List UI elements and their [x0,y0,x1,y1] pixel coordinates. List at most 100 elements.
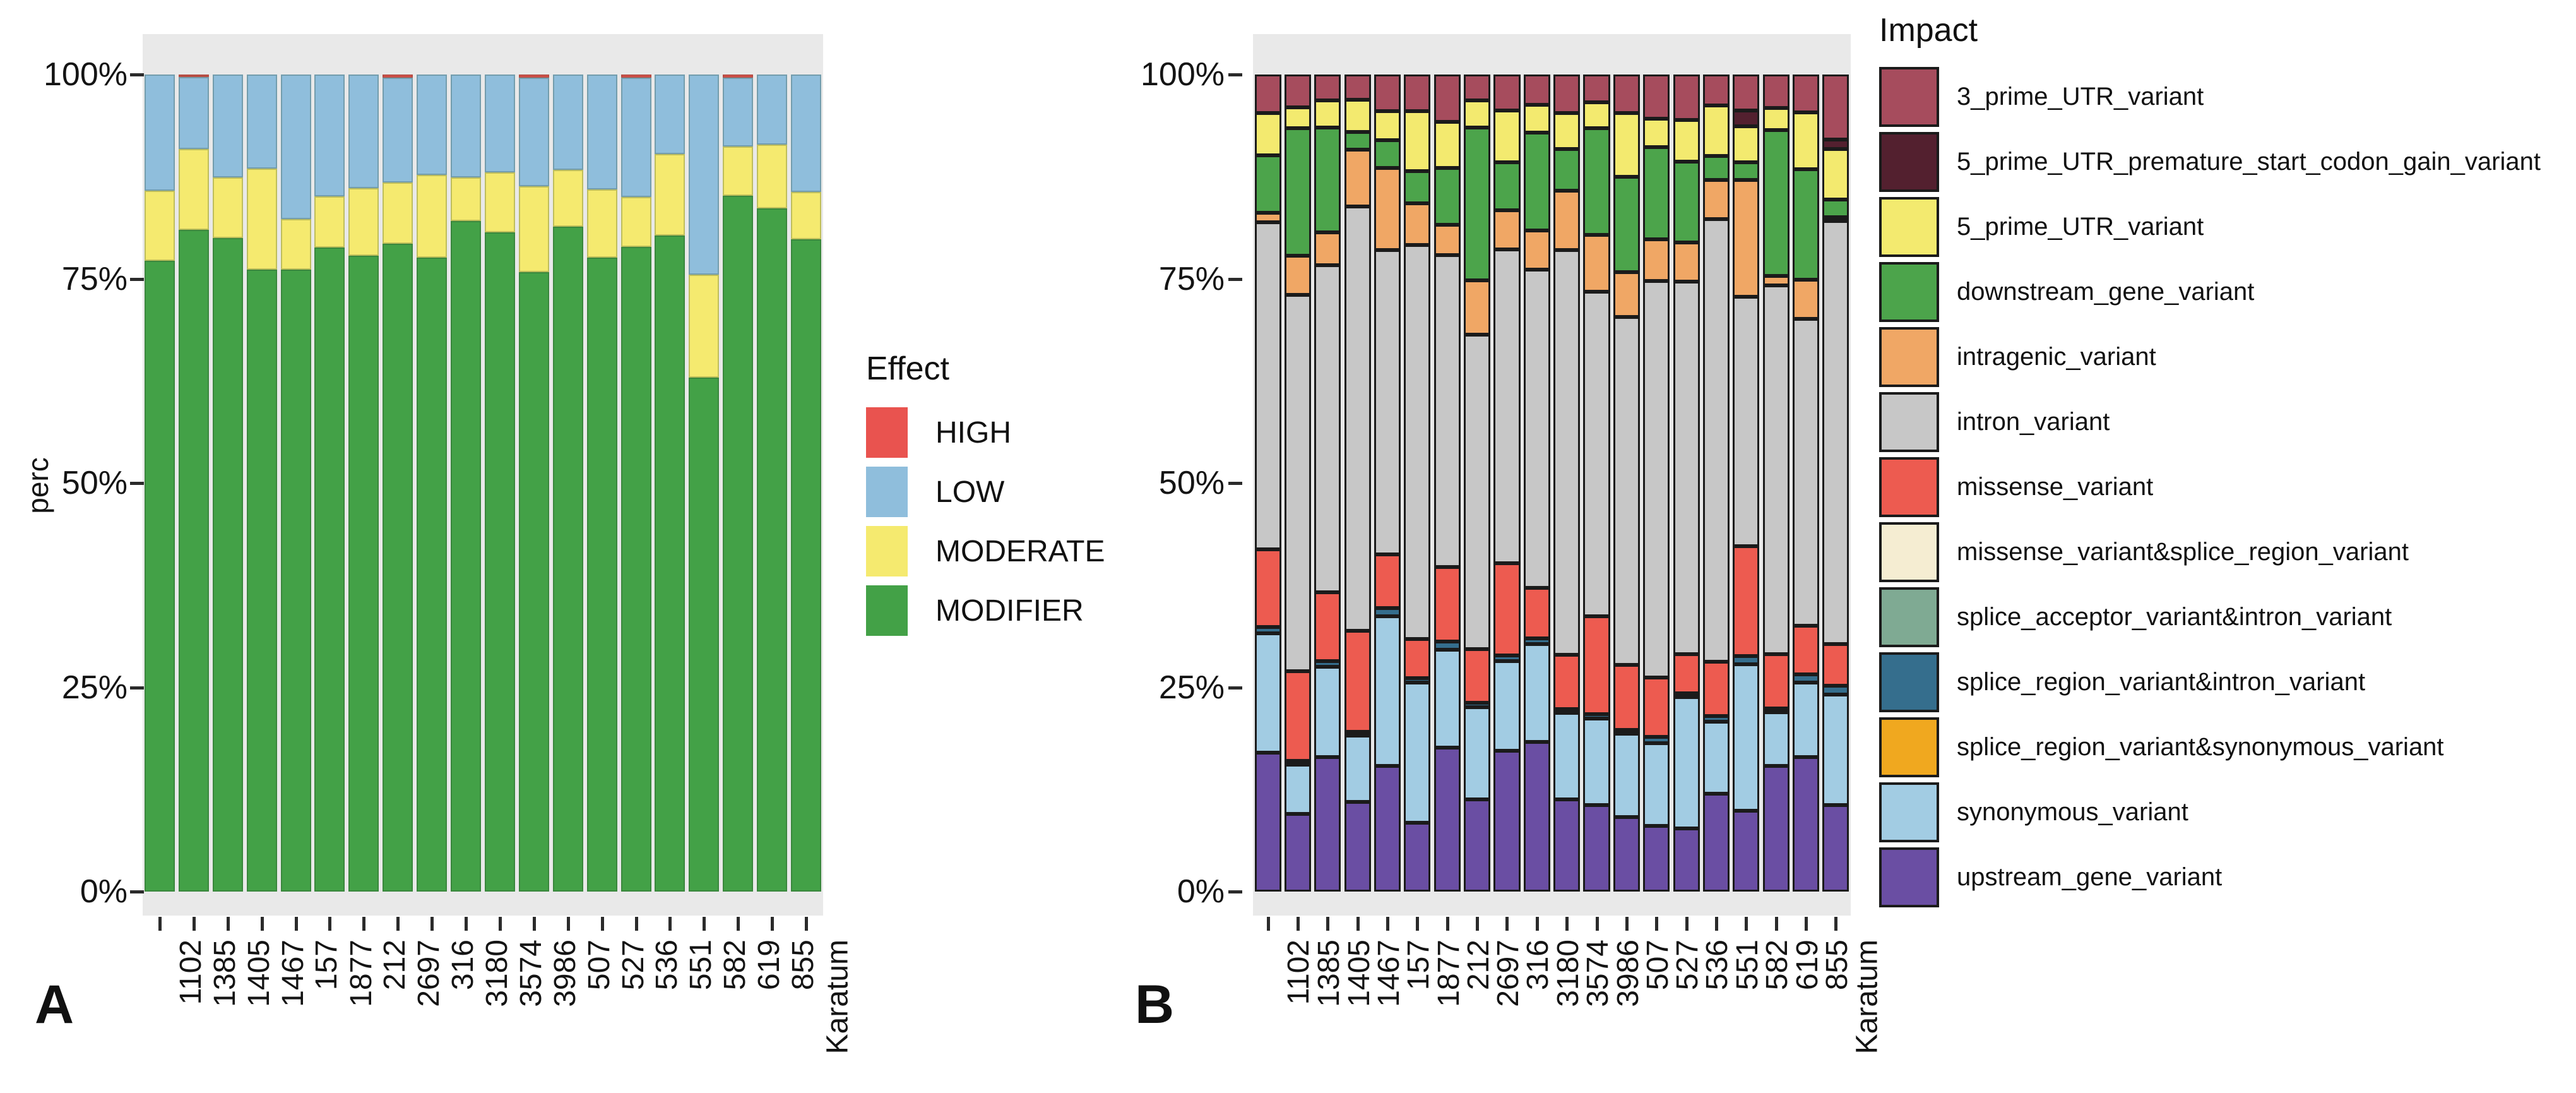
effect-legend-items: HIGH LOW MODERATE MODIFIER [866,403,1105,640]
bar-segment-MODERATE [144,190,175,261]
bar-segment-splice_region_variant&intron_variant [1464,703,1491,707]
x-tick-label: 316 [1521,940,1555,991]
bar-segment-splice_region_variant&intron_variant [1433,642,1461,650]
bar-segment-3_prime_UTR_variant [1404,75,1431,112]
bar-segment-missense_variant [1673,654,1700,694]
bar-segment-upstream_gene_variant [1284,814,1312,892]
bar-segment-intragenic_variant [1254,212,1281,223]
y-tick-label: 50% [61,465,128,501]
y-tick-label: 0% [80,873,128,910]
x-tick-mark [226,917,230,931]
bar-segment-LOW [518,78,549,187]
legend-item-label: LOW [935,475,1005,509]
bar-segment-MODERATE [723,146,754,196]
x-tick-mark [703,917,706,931]
stacked-bar [723,75,754,892]
bar-segment-5_prime_UTR_variant [1822,148,1849,200]
bar-segment-intron_variant [1553,250,1581,655]
legend-item-splice_region_variant&synonymous_variant: splice_region_variant&synonymous_variant [1879,715,2541,780]
bar-segment-synonymous_variant [1404,682,1431,823]
bar-segment-5_prime_UTR_variant [1613,112,1640,177]
legend-item-label: intron_variant [1957,408,2110,436]
stacked-bar [757,75,788,892]
bar-segment-downstream_gene_variant [1822,199,1849,218]
bar-segment-downstream_gene_variant [1583,128,1610,235]
bar-segment-synonymous_variant [1254,633,1281,753]
bar-segment-5_prime_UTR_variant [1344,100,1371,132]
bar-segment-upstream_gene_variant [1493,751,1521,892]
x-tick-mark [498,917,502,931]
bar-segment-MODIFIER [417,257,448,892]
x-tick-mark [1565,917,1569,931]
y-tick-mark [1228,73,1242,76]
bar-segment-intron_variant [1433,255,1461,568]
bar-segment-5_prime_UTR_premature_start_codon_gain_variant [1822,140,1849,149]
legend-key-swatch [1879,67,1939,127]
x-tick-mark [1804,917,1808,931]
bar-segment-MODERATE [689,275,720,378]
bar-segment-intragenic_variant [1583,234,1610,292]
bar-segment-downstream_gene_variant [1643,147,1670,240]
x-tick-mark [532,917,536,931]
bar-segment-3_prime_UTR_variant [1792,75,1820,112]
bar-segment-splice_region_variant&intron_variant [1643,737,1670,743]
bar-segment-intron_variant [1643,281,1670,678]
x-tick-mark [260,917,264,931]
bar-segment-splice_region_variant&intron_variant [1284,760,1312,765]
bar-segment-MODIFIER [484,232,515,892]
bar-segment-upstream_gene_variant [1523,742,1550,892]
bar-segment-5_prime_UTR_variant [1314,100,1341,128]
x-tick-mark [362,917,366,931]
bar-segment-5_prime_UTR_variant [1583,102,1610,129]
bar-segment-LOW [246,75,277,169]
bar-segment-LOW [212,75,243,178]
bar-segment-5_prime_UTR_variant [1523,104,1550,133]
x-tick-label: 551 [1730,940,1764,991]
y-tick-mark [1228,482,1242,485]
legend-item-downstream_gene_variant: downstream_gene_variant [1879,260,2541,325]
x-tick-mark [1834,917,1838,931]
x-tick-label: 3574 [1581,940,1615,1007]
bar-segment-downstream_gene_variant [1673,162,1700,243]
stacked-bar [1673,75,1700,892]
stacked-bar [314,75,345,892]
bar-segment-synonymous_variant [1673,697,1700,829]
bar-segment-intragenic_variant [1553,190,1581,251]
bar-segment-splice_region_variant&intron_variant [1344,732,1371,736]
bar-segment-3_prime_UTR_variant [1733,75,1760,111]
bar-segment-intron_variant [1583,292,1610,616]
bar-segment-intragenic_variant [1792,279,1820,319]
bar-segment-intragenic_variant [1374,167,1401,251]
bar-segment-MODIFIER [757,208,788,892]
bar-segment-MODIFIER [791,239,822,892]
bar-segment-intron_variant [1344,206,1371,631]
bar-segment-3_prime_UTR_variant [1553,74,1581,113]
bar-segment-missense_variant [1702,662,1730,716]
bar-segment-MODERATE [348,188,379,256]
legend-item-label: splice_region_variant&synonymous_variant [1957,733,2444,761]
x-tick-label: 507 [1641,940,1675,991]
legend-key-swatch [1879,522,1939,582]
bar-segment-MODERATE [246,168,277,270]
x-tick-mark [771,917,775,931]
bar-segment-splice_region_variant&intron_variant [1762,708,1790,712]
legend-item-HIGH: HIGH [866,403,1105,462]
legend-item-5_prime_UTR_variant: 5_prime_UTR_variant [1879,194,2541,260]
bar-segment-intragenic_variant [1404,203,1431,246]
bar-segment-LOW [280,75,311,220]
bar-segment-MODERATE [518,186,549,273]
bar-segment-downstream_gene_variant [1404,170,1431,204]
bar-segment-5_prime_UTR_variant [1553,112,1581,149]
stacked-bar [348,75,379,892]
bar-segment-HIGH [723,75,754,78]
bar-segment-LOW [144,75,175,191]
bar-segment-HIGH [518,75,549,78]
bar-segment-LOW [552,75,583,170]
impact-legend-items: 3_prime_UTR_variant 5_prime_UTR_premature… [1879,64,2541,910]
x-tick-mark [566,917,570,931]
bar-segment-upstream_gene_variant [1643,826,1670,892]
bar-segment-intragenic_variant [1464,280,1491,335]
legend-item-missense_variant&splice_region_variant: missense_variant&splice_region_variant [1879,520,2541,585]
bar-segment-intragenic_variant [1613,272,1640,318]
